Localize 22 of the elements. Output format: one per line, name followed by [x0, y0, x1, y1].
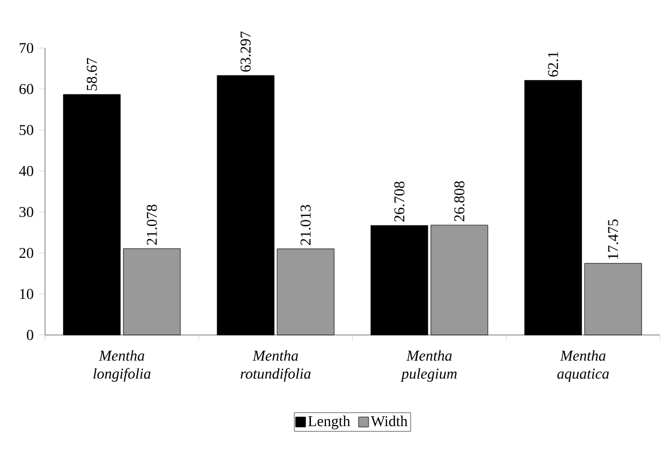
data-label: 58.67: [86, 58, 97, 90]
data-label: 62.1: [548, 52, 558, 77]
y-tick-label: 0: [26, 330, 34, 340]
x-tick-label: Mentha longifolia: [94, 350, 150, 382]
data-label: 21.013: [300, 204, 311, 245]
data-label: 21.078: [146, 204, 157, 245]
legend-label: Width: [370, 416, 408, 426]
x-tick-label: Mentha pulegium: [400, 350, 457, 382]
y-tick-label: 10: [20, 288, 34, 300]
y-tick-label: 60: [19, 84, 34, 94]
y-tick-label: 50: [20, 124, 34, 136]
x-tick-label: Mentha rotundifolia: [240, 350, 311, 382]
data-label: 26.708: [394, 182, 404, 222]
data-label: 26.808: [454, 181, 464, 222]
x-tick-label: Mentha aquatica: [557, 350, 609, 382]
y-tick-label: 20: [19, 248, 34, 258]
legend-label: Length: [308, 416, 350, 430]
y-tick-label: 30: [20, 206, 34, 218]
data-label: 17.475: [608, 219, 618, 259]
data-label: 63.297: [240, 31, 251, 72]
y-tick-label: 40: [19, 166, 34, 176]
y-tick-label: 70: [20, 42, 34, 54]
